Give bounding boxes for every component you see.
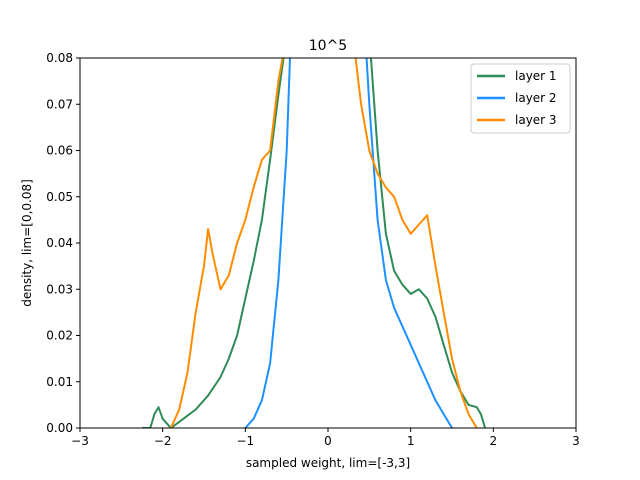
x-tick-label: −1 <box>236 434 254 448</box>
series-line-layer-1 <box>142 58 487 428</box>
x-tick-label: 0 <box>324 434 332 448</box>
y-axis-label: density, lim=[0,0.08] <box>20 179 34 307</box>
x-tick-label: −3 <box>71 434 89 448</box>
y-tick-label: 0.07 <box>46 97 73 111</box>
x-tick-label: 3 <box>572 434 580 448</box>
y-tick-label: 0.05 <box>46 190 73 204</box>
chart-title: 10^5 <box>309 38 347 54</box>
x-tick-label: −2 <box>154 434 172 448</box>
y-tick-label: 0.04 <box>46 236 73 250</box>
series-line-layer-2 <box>244 58 453 428</box>
series-line-layer-3 <box>169 58 478 428</box>
y-tick-label: 0.00 <box>46 421 73 435</box>
y-tick-label: 0.06 <box>46 144 73 158</box>
x-axis: −3 −2 −1 0 1 2 3 <box>71 428 580 448</box>
legend-label-layer-3: layer 3 <box>515 113 557 127</box>
x-axis-label: sampled weight, lim=[-3,3] <box>246 456 410 470</box>
y-tick-label: 0.03 <box>46 282 73 296</box>
legend-label-layer-1: layer 1 <box>515 69 557 83</box>
legend-label-layer-2: layer 2 <box>515 91 557 105</box>
y-tick-label: 0.08 <box>46 51 73 65</box>
series-layer <box>142 58 487 428</box>
y-tick-label: 0.01 <box>46 375 73 389</box>
y-axis: 0.00 0.01 0.02 0.03 0.04 0.05 0.06 0.07 0.08 <box>46 51 80 435</box>
legend-box <box>470 63 571 134</box>
y-tick-label: 0.02 <box>46 329 73 343</box>
x-tick-label: 2 <box>490 434 498 448</box>
x-tick-label: 1 <box>407 434 415 448</box>
legend: layer 1 layer 2 layer 3 <box>470 63 571 134</box>
